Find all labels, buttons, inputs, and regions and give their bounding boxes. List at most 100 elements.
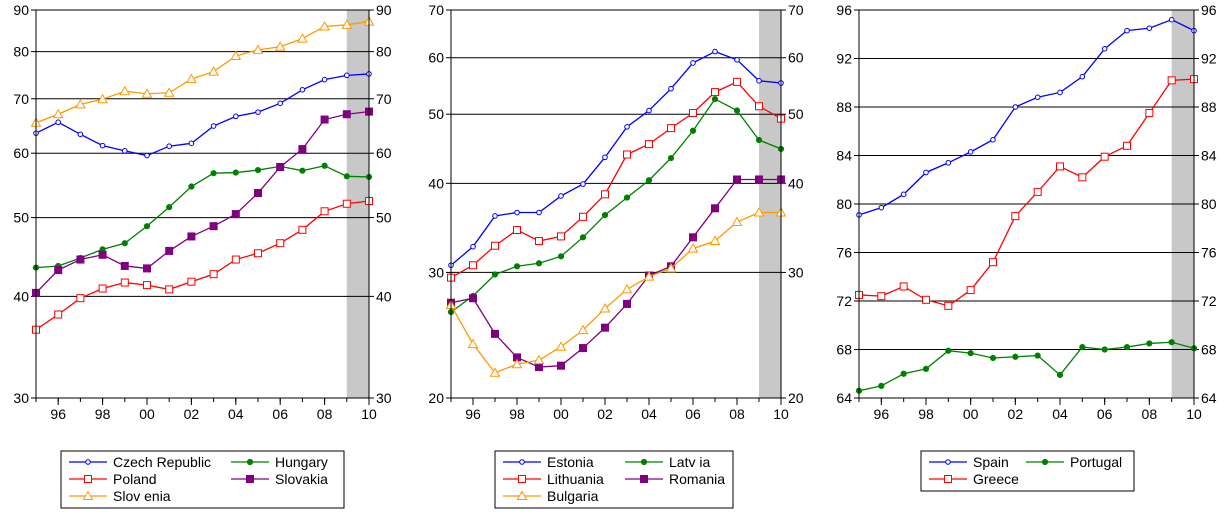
y-tick-label-right: 70: [788, 2, 804, 18]
filled-square-marker: [623, 299, 631, 308]
dot-marker: [1034, 352, 1041, 359]
dot-marker: [689, 127, 697, 134]
y-tick-label-right: 30: [788, 264, 804, 280]
square-marker: [84, 475, 92, 483]
y-tick-label-right: 60: [376, 145, 392, 161]
dot-marker: [513, 263, 521, 270]
y-tick-label-left: 68: [836, 342, 852, 358]
x-tick-label: 10: [773, 406, 789, 422]
chart-panel-1: 30 30 40 40 50 50 60 60 70 70 80 80 90 90 96 98 00 02 04 06…: [13, 2, 392, 509]
dot-marker: [922, 365, 930, 372]
filled-square-marker: [579, 344, 587, 353]
filled-square-marker: [231, 210, 240, 219]
legend-entry: Czech Republic: [69, 454, 211, 470]
dot-marker: [232, 169, 239, 176]
square-marker: [899, 282, 908, 291]
square-marker: [922, 295, 930, 304]
circle-marker: [646, 107, 652, 114]
circle-marker: [255, 109, 261, 115]
chart-panel-2: 20 20 30 30 40 40 50 50 60 60 70 70 96 98 00 02 04 06 08 10…: [428, 2, 804, 509]
triangle-marker: [753, 207, 765, 217]
dot-marker: [711, 95, 719, 103]
triangle-marker: [665, 262, 677, 273]
y-tick-label-left: 50: [428, 106, 444, 122]
filled-square-marker: [491, 329, 499, 338]
square-marker: [966, 286, 975, 295]
legend-entry: Lithuania: [503, 471, 604, 487]
legend-label: Poland: [113, 471, 157, 487]
dot-marker: [667, 154, 675, 162]
dot-marker: [557, 253, 565, 260]
filled-square-marker: [246, 475, 254, 483]
y-tick-label-right: 20: [788, 390, 804, 406]
triangle-marker: [467, 338, 479, 349]
filled-square-marker: [755, 175, 763, 184]
x-tick-label: 00: [963, 406, 979, 422]
filled-square-marker: [254, 189, 262, 198]
circle-marker: [690, 60, 696, 66]
legend-label: Estonia: [547, 454, 594, 470]
filled-square-marker: [76, 255, 85, 264]
series-czech-republic: [33, 71, 372, 159]
legend-label: Romania: [669, 471, 725, 487]
series-line: [450, 178, 781, 368]
series-line: [450, 81, 782, 279]
filled-square-marker: [535, 363, 543, 372]
legend-label: Spain: [973, 454, 1009, 470]
series-greece: [855, 75, 1198, 310]
y-tick-label-left: 80: [13, 44, 29, 60]
shaded-region: [346, 10, 369, 398]
legend-label: Latv ia: [669, 454, 710, 470]
triangle-marker: [731, 216, 743, 227]
circle-marker: [1057, 89, 1063, 96]
series-line: [35, 73, 370, 157]
legend-box: [920, 450, 1135, 492]
y-tick-label-left: 30: [13, 390, 29, 406]
filled-square-marker: [320, 115, 329, 124]
x-tick-label: 98: [95, 406, 111, 422]
x-tick-label: 96: [50, 406, 66, 422]
dot-marker: [645, 177, 653, 184]
y-tick-label-right: 92: [1201, 51, 1217, 67]
square-marker: [513, 226, 521, 235]
x-tick-label: 06: [272, 406, 288, 422]
circle-marker: [277, 100, 284, 107]
legend-label: Lithuania: [547, 471, 604, 487]
square-marker: [579, 212, 587, 221]
square-marker: [1011, 212, 1020, 221]
dot-marker: [900, 370, 907, 377]
square-marker: [645, 140, 653, 149]
circle-marker: [77, 131, 84, 138]
dot-marker: [166, 204, 173, 211]
legend-entry: Poland: [69, 471, 157, 487]
triangle-marker: [186, 73, 197, 84]
square-marker: [120, 278, 129, 287]
dot-marker: [1012, 353, 1019, 360]
y-tick-label-right: 76: [1201, 245, 1217, 261]
square-marker: [276, 239, 285, 248]
y-tick-label-right: 84: [1201, 148, 1217, 164]
circle-marker: [1034, 94, 1041, 101]
filled-square-marker: [733, 175, 741, 184]
circle-marker: [967, 149, 974, 155]
circle-marker: [756, 77, 762, 84]
triangle-marker: [230, 50, 242, 61]
filled-square-marker: [342, 110, 351, 119]
triangle-marker: [319, 20, 330, 31]
circle-marker: [900, 191, 907, 198]
dot-marker: [945, 347, 952, 354]
triangle-marker: [599, 302, 611, 313]
x-tick-label: 96: [874, 406, 890, 422]
y-tick-label-right: 60: [788, 50, 804, 66]
circle-marker: [514, 209, 520, 216]
x-tick-label: 10: [1186, 406, 1202, 422]
circle-marker: [85, 459, 91, 465]
x-tick-label: 98: [918, 406, 934, 422]
legend-entry: Slov enia: [69, 488, 171, 504]
circle-marker: [122, 148, 128, 154]
legend-entry: Portugal: [1026, 454, 1122, 470]
square-marker: [601, 190, 609, 199]
series-poland: [32, 197, 373, 334]
legend: Spain Portugal Greece: [920, 450, 1135, 492]
series-spain: [856, 16, 1197, 218]
